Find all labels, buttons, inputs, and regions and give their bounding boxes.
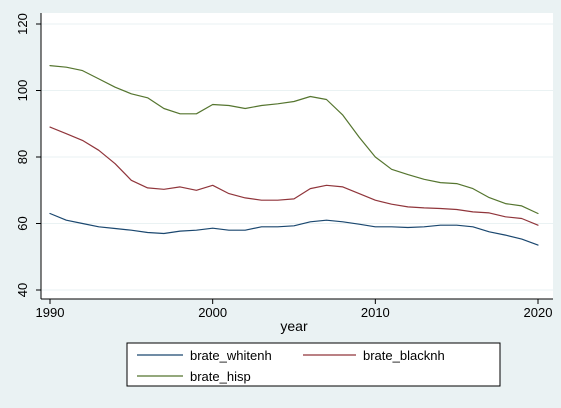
series-line-brate-hisp xyxy=(49,64,539,215)
legend: brate_whitenh brate_blacknh brate_hisp xyxy=(126,342,501,387)
series-line-brate-blacknh xyxy=(49,126,539,226)
series-line-brate-whitenh xyxy=(49,212,539,246)
axes: 40 60 80 100 120 1990 2000 2010 2020 xyxy=(15,13,553,320)
x-tick-label: 2000 xyxy=(198,305,227,320)
legend-label-brate-whitenh: brate_whitenh xyxy=(190,348,272,363)
grid-lines xyxy=(41,23,553,291)
legend-box xyxy=(126,342,501,387)
plot-area xyxy=(41,13,553,299)
y-tick-label: 40 xyxy=(15,283,30,297)
legend-label-brate-blacknh: brate_blacknh xyxy=(363,348,445,363)
legend-label-brate-hisp: brate_hisp xyxy=(190,369,251,384)
y-tick-label: 80 xyxy=(15,150,30,164)
y-tick-label: 120 xyxy=(15,13,30,35)
y-tick-label: 100 xyxy=(15,80,30,102)
x-axis-title: year xyxy=(280,318,308,334)
x-tick-label: 1990 xyxy=(36,305,65,320)
x-tick-label: 2020 xyxy=(524,305,553,320)
x-tick-label: 2010 xyxy=(361,305,390,320)
y-tick-label: 60 xyxy=(15,216,30,230)
series-layer xyxy=(49,64,539,246)
